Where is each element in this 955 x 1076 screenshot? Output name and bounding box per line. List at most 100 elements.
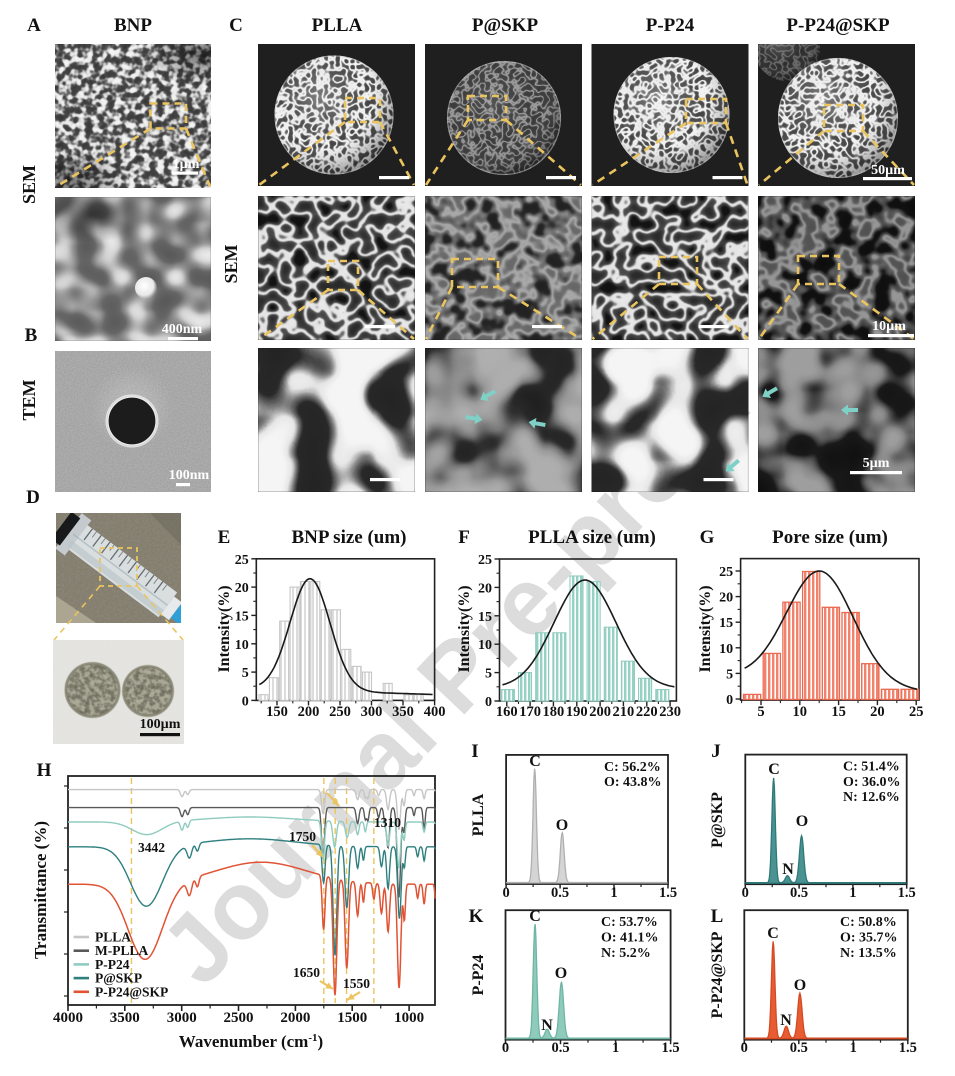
svg-text:0.5: 0.5: [790, 1040, 808, 1056]
svg-text:2500: 2500: [224, 1010, 254, 1026]
svg-text:10µm: 10µm: [872, 319, 906, 334]
svg-text:100nm: 100nm: [169, 468, 210, 483]
svg-text:BNP size (um): BNP size (um): [291, 527, 406, 548]
svg-text:0: 0: [741, 1040, 748, 1056]
svg-text:400nm: 400nm: [162, 322, 203, 337]
svg-text:N: N: [780, 1012, 792, 1029]
svg-text:Intensity(%): Intensity(%): [456, 585, 473, 672]
svg-text:2000: 2000: [280, 1010, 310, 1026]
svg-text:N: N: [541, 1017, 553, 1034]
svg-text:C: 50.8%: C: 50.8%: [840, 915, 897, 930]
svg-text:Wavenumber (cm-1): Wavenumber (cm-1): [179, 1032, 323, 1051]
svg-text:C: C: [767, 925, 779, 942]
svg-text:3442: 3442: [138, 840, 165, 855]
svg-text:1.5: 1.5: [899, 1040, 917, 1056]
svg-text:PLLA size (um): PLLA size (um): [528, 527, 656, 548]
svg-text:I: I: [471, 741, 478, 762]
svg-text:O: O: [794, 977, 806, 994]
svg-text:1: 1: [612, 1040, 619, 1056]
svg-text:N: N: [782, 861, 794, 878]
svg-text:M-PLLA: M-PLLA: [95, 943, 148, 958]
svg-text:PLLA: PLLA: [312, 15, 363, 36]
svg-text:1.5: 1.5: [898, 885, 916, 901]
svg-text:400: 400: [424, 704, 446, 720]
svg-text:0: 0: [502, 885, 509, 901]
svg-text:C: 56.2%: C: 56.2%: [604, 760, 661, 775]
svg-text:1µm: 1µm: [173, 157, 200, 172]
svg-text:J: J: [711, 741, 721, 762]
svg-text:G: G: [700, 527, 715, 548]
svg-text:20: 20: [235, 581, 249, 596]
svg-text:C: C: [229, 15, 243, 36]
svg-text:300: 300: [361, 704, 383, 720]
svg-text:10: 10: [235, 638, 249, 653]
svg-text:50µm: 50µm: [871, 163, 905, 178]
svg-text:H: H: [37, 760, 52, 781]
svg-text:0: 0: [242, 694, 249, 709]
svg-text:5: 5: [485, 667, 492, 682]
svg-text:Transmittance (%): Transmittance (%): [31, 821, 50, 959]
svg-text:5: 5: [726, 667, 733, 682]
svg-text:25: 25: [909, 704, 924, 720]
svg-text:5: 5: [242, 666, 249, 681]
svg-text:0.5: 0.5: [551, 885, 569, 901]
svg-text:P@SKP: P@SKP: [95, 971, 142, 986]
svg-text:P-P24: P-P24: [646, 15, 695, 36]
svg-text:180: 180: [543, 704, 565, 720]
svg-text:0.5: 0.5: [551, 1040, 569, 1056]
svg-text:1: 1: [849, 885, 856, 901]
svg-text:O: 43.8%: O: 43.8%: [604, 775, 662, 790]
svg-text:P-P24@SKP: P-P24@SKP: [709, 931, 726, 1018]
svg-text:0: 0: [502, 1040, 509, 1056]
svg-text:P-P24: P-P24: [95, 957, 130, 972]
svg-text:SEM: SEM: [19, 165, 39, 204]
svg-text:PLLA: PLLA: [470, 793, 487, 836]
svg-text:1650: 1650: [293, 965, 320, 980]
svg-text:L: L: [711, 906, 724, 927]
svg-text:1500: 1500: [337, 1010, 367, 1026]
svg-text:1.5: 1.5: [659, 885, 677, 901]
svg-text:200: 200: [298, 704, 320, 720]
svg-text:220: 220: [636, 704, 658, 720]
svg-text:SEM: SEM: [221, 244, 241, 283]
svg-text:N: 5.2%: N: 5.2%: [601, 946, 651, 961]
svg-text:C: 51.4%: C: 51.4%: [843, 760, 900, 775]
svg-text:20: 20: [478, 581, 492, 596]
svg-text:F: F: [458, 527, 470, 548]
svg-text:10: 10: [793, 704, 808, 720]
svg-text:P-P24: P-P24: [470, 955, 487, 996]
svg-text:BNP: BNP: [114, 15, 152, 36]
svg-text:200: 200: [589, 704, 611, 720]
svg-text:O: 36.0%: O: 36.0%: [843, 775, 901, 790]
svg-text:150: 150: [266, 704, 288, 720]
svg-text:4000: 4000: [53, 1010, 83, 1026]
svg-text:1.5: 1.5: [662, 1040, 680, 1056]
svg-text:O: O: [556, 817, 568, 834]
svg-text:Intensity(%): Intensity(%): [216, 585, 233, 672]
svg-text:160: 160: [496, 704, 518, 720]
svg-text:190: 190: [566, 704, 588, 720]
svg-text:5µm: 5µm: [863, 456, 890, 471]
svg-text:C: C: [529, 908, 541, 925]
svg-text:250: 250: [329, 704, 351, 720]
svg-text:1750: 1750: [289, 829, 316, 844]
svg-text:1: 1: [610, 885, 617, 901]
svg-text:210: 210: [613, 704, 635, 720]
svg-text:P@SKP: P@SKP: [709, 792, 726, 848]
svg-text:O: O: [796, 813, 808, 830]
svg-text:3500: 3500: [110, 1010, 140, 1026]
svg-text:Intensity(%): Intensity(%): [697, 585, 714, 672]
svg-text:Pore size (um): Pore size (um): [772, 527, 888, 548]
svg-text:100µm: 100µm: [140, 717, 181, 732]
svg-text:O: 35.7%: O: 35.7%: [840, 931, 898, 946]
svg-text:C: C: [768, 761, 780, 778]
svg-text:P-P24@SKP: P-P24@SKP: [786, 15, 890, 36]
svg-text:B: B: [25, 325, 38, 346]
svg-text:15: 15: [719, 616, 733, 631]
svg-text:5: 5: [757, 704, 764, 720]
svg-text:3000: 3000: [167, 1010, 197, 1026]
svg-text:1550: 1550: [343, 976, 370, 991]
svg-text:0: 0: [485, 695, 492, 710]
svg-text:N: 13.5%: N: 13.5%: [840, 946, 897, 961]
svg-text:15: 15: [831, 704, 846, 720]
